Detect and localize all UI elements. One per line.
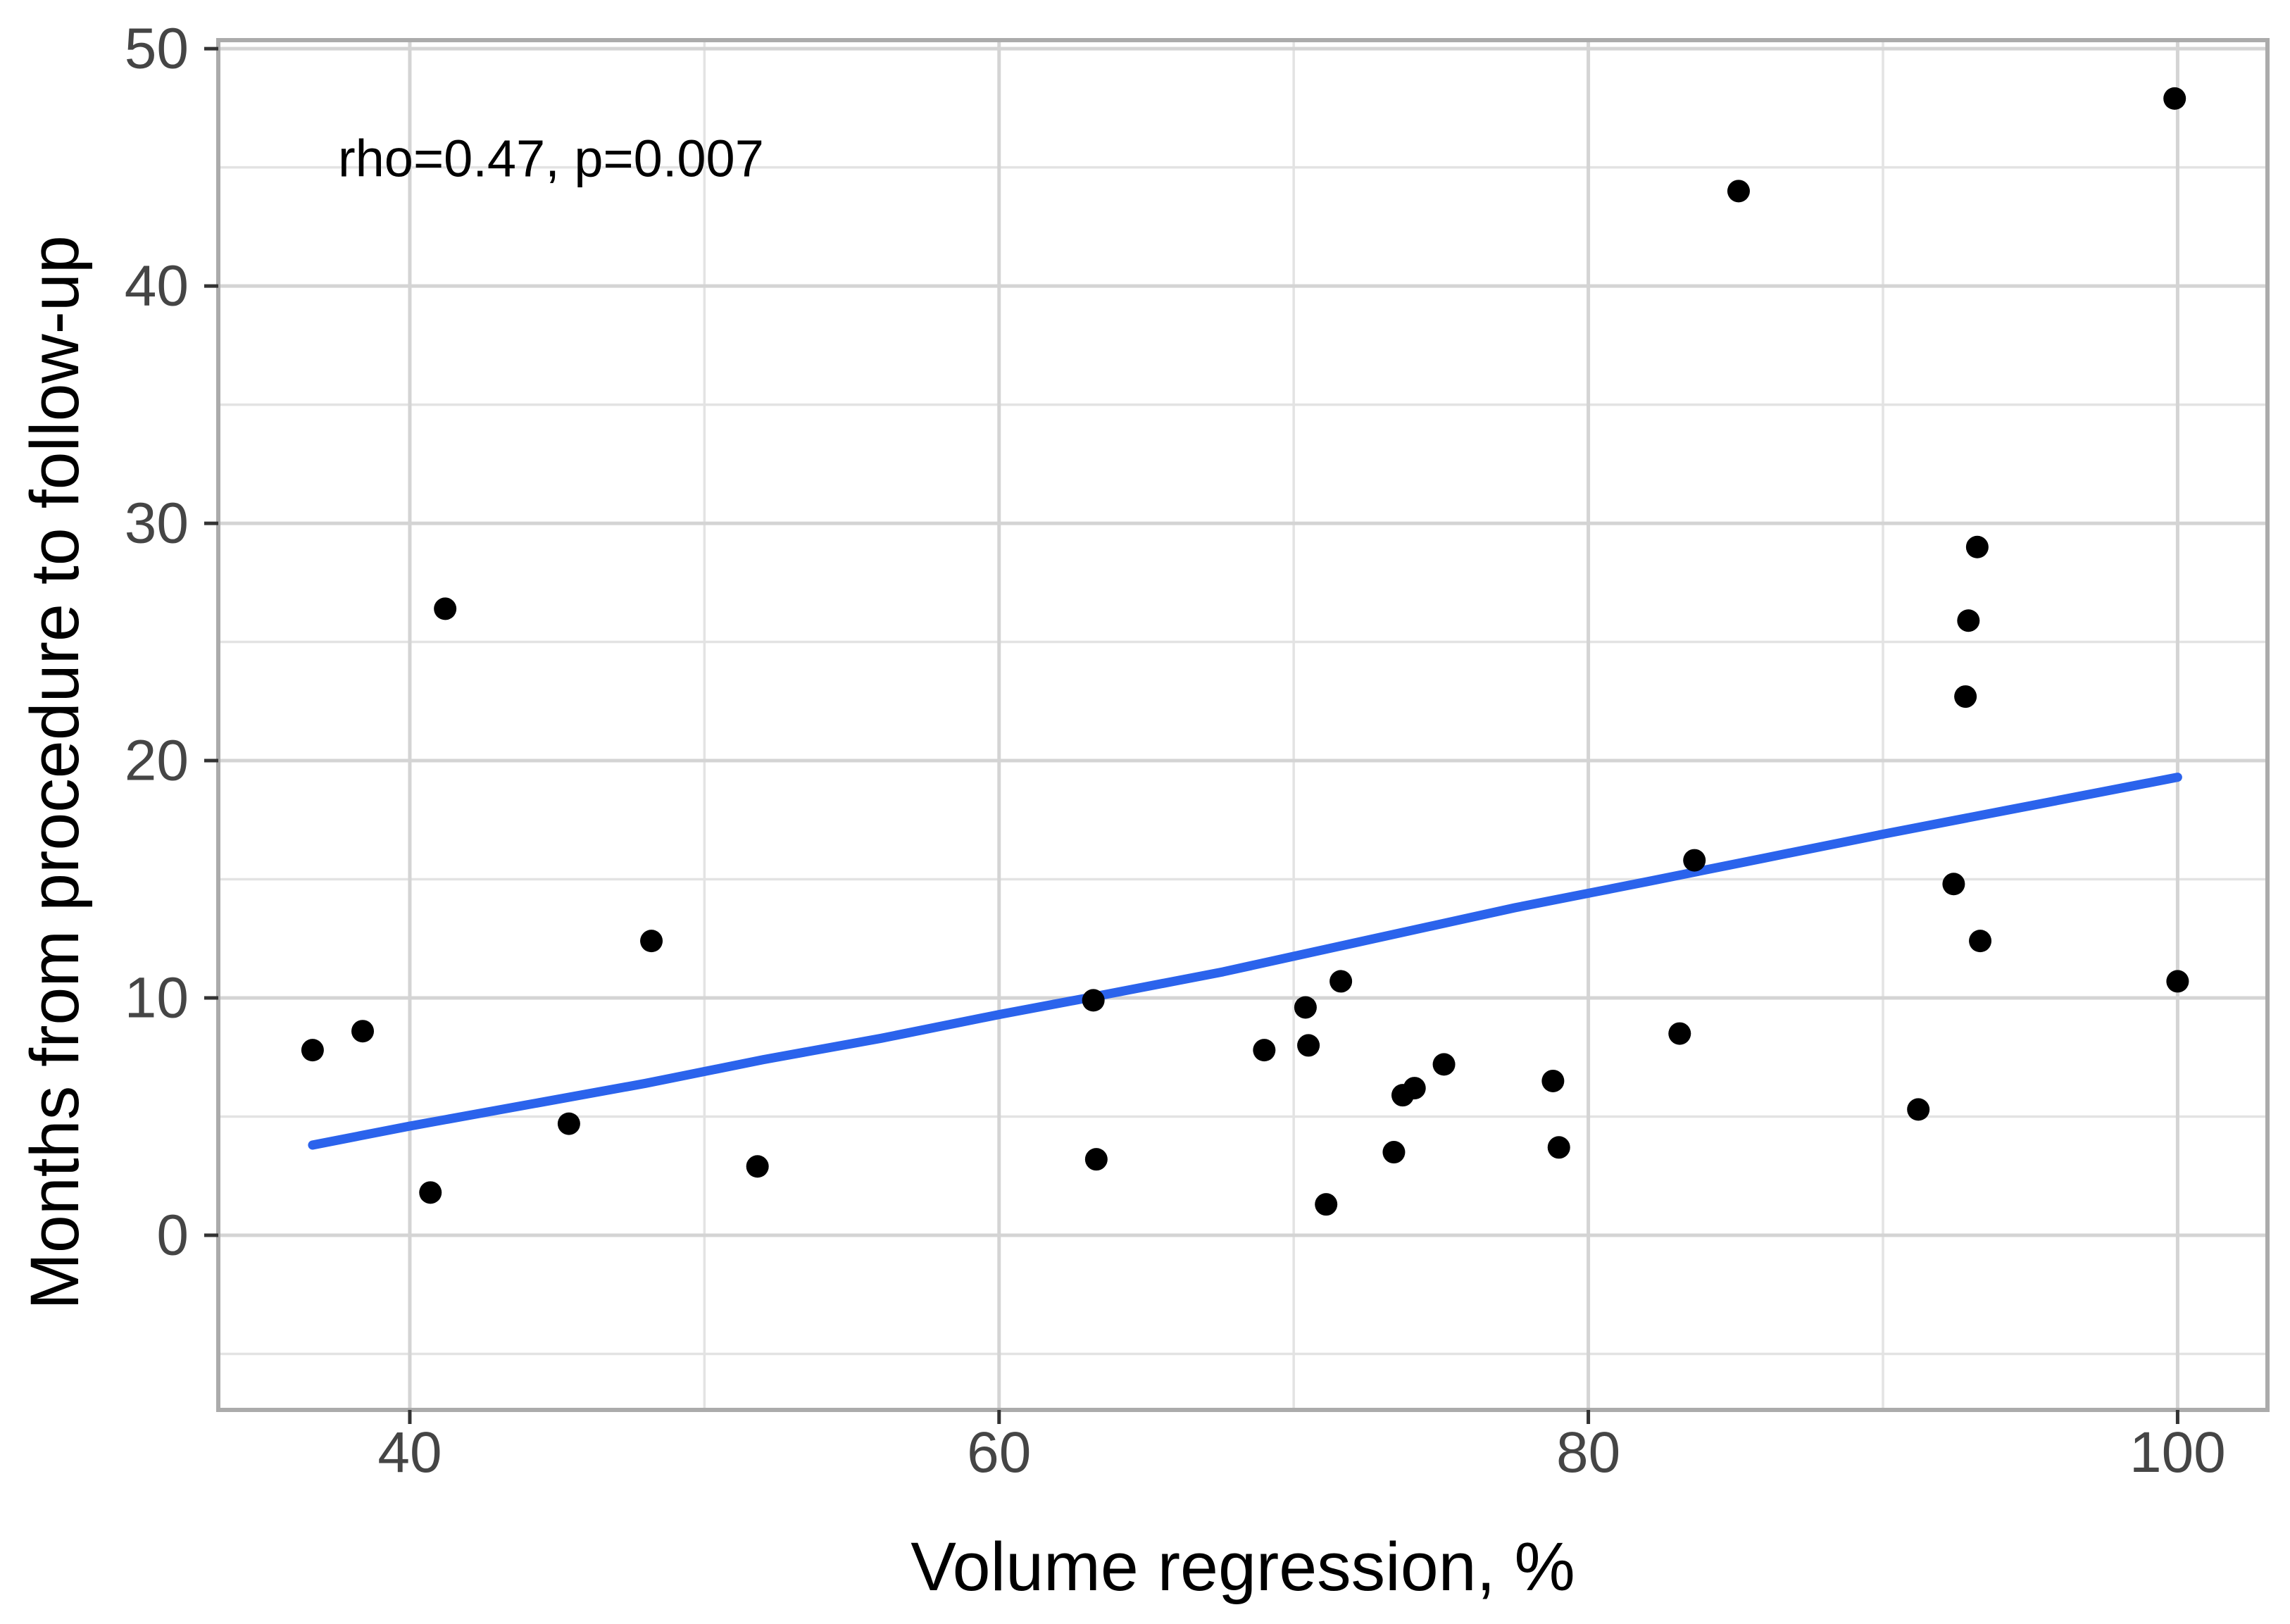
data-point	[2166, 970, 2189, 993]
data-point	[746, 1155, 769, 1178]
data-point	[1082, 989, 1105, 1012]
data-point	[1547, 1136, 1570, 1159]
x-axis-title: Volume regression, %	[911, 1528, 1575, 1605]
y-tick-label: 10	[125, 966, 189, 1030]
data-point	[419, 1181, 442, 1204]
correlation-annotation: rho=0.47, p=0.007	[338, 129, 764, 188]
data-point	[1957, 609, 1980, 632]
x-tick-label: 80	[1556, 1420, 1620, 1485]
data-point	[1954, 685, 1977, 708]
x-tick-label: 60	[967, 1420, 1031, 1485]
data-point	[1668, 1022, 1691, 1045]
data-point	[301, 1039, 324, 1062]
x-tick-label: 40	[377, 1420, 442, 1485]
trend-line	[308, 773, 2182, 1150]
data-point	[1907, 1098, 1930, 1121]
data-point	[1683, 849, 1706, 872]
x-tick-label: 100	[2129, 1420, 2226, 1485]
data-point	[1084, 1148, 1108, 1171]
data-point	[434, 597, 457, 620]
plot-border	[216, 38, 2270, 1412]
data-point	[1942, 873, 1965, 896]
y-tick-label: 0	[156, 1203, 189, 1267]
data-point	[557, 1112, 580, 1135]
data-point	[1382, 1141, 1406, 1164]
data-point	[2163, 87, 2186, 110]
y-tick-label: 50	[125, 17, 189, 81]
y-tick-label: 30	[125, 492, 189, 556]
data-point	[1403, 1077, 1426, 1100]
y-tick-label: 20	[125, 729, 189, 793]
data-point	[1541, 1069, 1565, 1092]
data-point	[1727, 180, 1750, 203]
data-point	[1315, 1193, 1338, 1216]
data-point	[1297, 1034, 1320, 1057]
data-point	[351, 1020, 375, 1043]
y-tick-label: 40	[125, 254, 189, 318]
data-point	[1253, 1039, 1276, 1062]
data-point	[1329, 970, 1353, 993]
data-point	[1969, 930, 1992, 953]
data-point	[1432, 1053, 1456, 1076]
data-point	[1294, 996, 1317, 1019]
data-point	[1965, 535, 1989, 558]
plot-panel	[218, 40, 2267, 1410]
y-axis-title: Months from procedure to follow-up	[16, 235, 93, 1310]
data-point	[640, 930, 663, 953]
